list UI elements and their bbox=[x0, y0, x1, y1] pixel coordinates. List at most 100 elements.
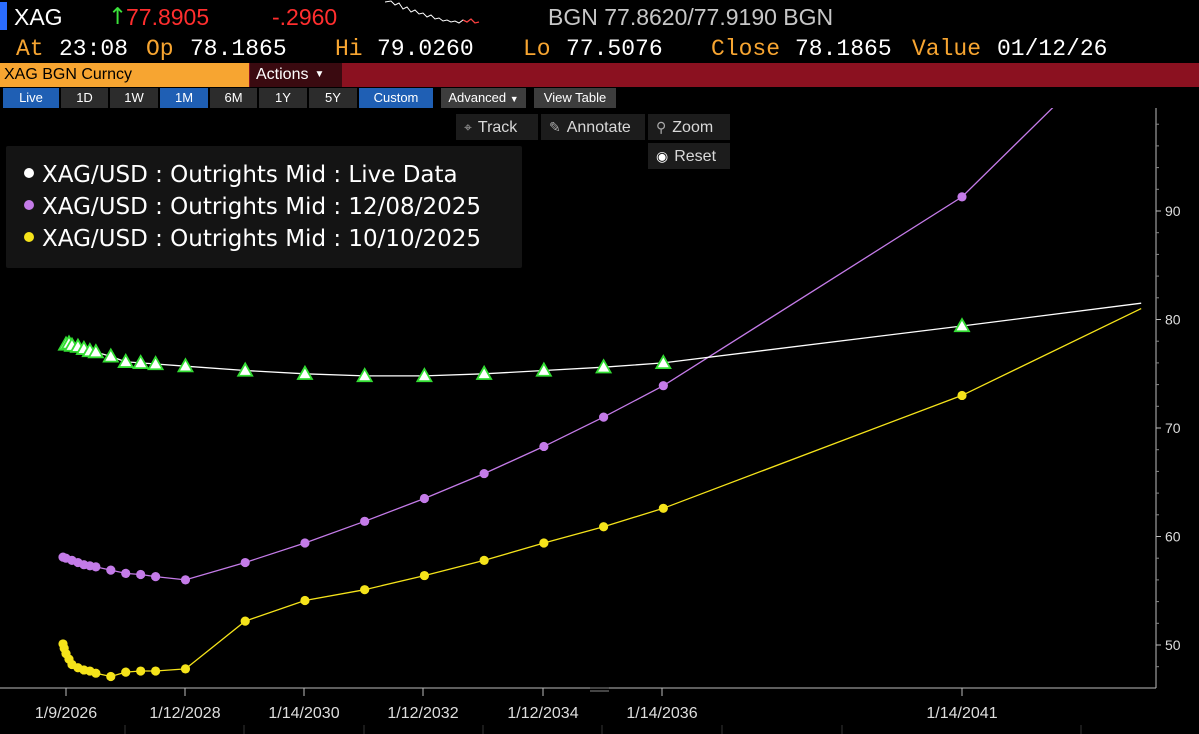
zoom-button[interactable]: ⚲ Zoom bbox=[648, 114, 730, 140]
range-live-button[interactable]: Live bbox=[3, 88, 59, 108]
data-point bbox=[957, 192, 967, 202]
data-point bbox=[180, 664, 191, 674]
quote-bar: XAG ↑ 77.8905 -.2960 BGN 77.8620/77.9190… bbox=[0, 0, 1199, 36]
data-point bbox=[419, 570, 429, 581]
low-value: 77.5076 bbox=[566, 36, 663, 62]
data-point bbox=[419, 493, 429, 504]
crosshair-icon: ⌖ bbox=[464, 119, 472, 135]
reset-icon: ◉ bbox=[656, 148, 669, 164]
data-point bbox=[240, 557, 250, 568]
data-point bbox=[240, 616, 250, 626]
data-point-triangle bbox=[475, 364, 493, 380]
legend-item-live[interactable]: XAG/USD : Outrights Mid : Live Data bbox=[24, 160, 458, 190]
data-point bbox=[360, 585, 370, 595]
series-group bbox=[57, 302, 1142, 383]
data-point bbox=[121, 667, 131, 677]
y-tick-label: 90 bbox=[1165, 203, 1181, 219]
annotate-button[interactable]: ✎ Annotate bbox=[541, 114, 645, 140]
range-5y-button[interactable]: 5Y bbox=[309, 88, 357, 108]
at-value: 23:08 bbox=[59, 36, 129, 62]
x-tick-label: 1/12/2032 bbox=[387, 705, 458, 722]
data-point bbox=[599, 412, 609, 422]
up-arrow-icon: ↑ bbox=[108, 4, 128, 30]
data-point bbox=[91, 562, 101, 572]
data-point-triangle bbox=[102, 347, 120, 363]
data-point bbox=[106, 671, 116, 682]
range-6m-button[interactable]: 6M bbox=[210, 88, 257, 108]
chart-legend: XAG/USD : Outrights Mid : Live Data XAG/… bbox=[6, 146, 522, 268]
chevron-down-icon: ▼ bbox=[314, 69, 325, 80]
data-point bbox=[539, 441, 549, 452]
command-bar: XAG BGN Curncy Actions ▼ bbox=[0, 63, 1199, 87]
magnifier-icon: ⚲ bbox=[656, 119, 667, 135]
range-1w-button[interactable]: 1W bbox=[110, 88, 158, 108]
data-point bbox=[479, 555, 489, 565]
data-point-triangle bbox=[953, 317, 971, 333]
data-point bbox=[957, 390, 967, 401]
data-point bbox=[151, 666, 161, 676]
track-button[interactable]: ⌖ Track bbox=[456, 114, 538, 140]
advanced-menu[interactable]: Advanced ▼ bbox=[441, 88, 526, 108]
chevron-down-icon: ▼ bbox=[509, 94, 519, 104]
last-price: 77.8905 bbox=[126, 4, 210, 30]
sparkline-icon bbox=[385, 0, 480, 24]
bid-ask-quote: BGN 77.8620/77.9190 BGN bbox=[548, 4, 834, 30]
security-field[interactable]: XAG BGN Curncy bbox=[0, 63, 249, 87]
x-tick-label: 1/9/2026 bbox=[35, 705, 97, 722]
legend-label: XAG/USD : Outrights Mid : Live Data bbox=[42, 162, 458, 188]
x-tick-label: 1/14/2036 bbox=[626, 705, 697, 722]
stats-row: At 23:08 Op 78.1865 Hi 79.0260 Lo 77.507… bbox=[0, 35, 1199, 63]
legend-dot-icon bbox=[24, 231, 34, 242]
data-point-triangle bbox=[117, 353, 135, 368]
data-point-triangle bbox=[296, 364, 314, 380]
open-label: Op bbox=[146, 36, 174, 62]
annotate-label: Annotate bbox=[566, 119, 631, 136]
data-point-triangle bbox=[87, 343, 105, 359]
data-point bbox=[121, 568, 131, 578]
actions-label: Actions bbox=[256, 66, 309, 84]
legend-dot-icon bbox=[24, 199, 34, 210]
range-1d-button[interactable]: 1D bbox=[61, 88, 108, 108]
x-tick-label: 1/14/2041 bbox=[926, 705, 997, 722]
ticker-symbol[interactable]: XAG bbox=[14, 4, 63, 30]
range-1y-button[interactable]: 1Y bbox=[259, 88, 307, 108]
data-point-triangle bbox=[356, 367, 374, 383]
at-label: At bbox=[16, 36, 44, 62]
value-label: Value bbox=[912, 36, 982, 62]
view-table-button[interactable]: View Table bbox=[534, 88, 616, 108]
x-axis-band bbox=[0, 689, 1199, 734]
pencil-icon: ✎ bbox=[549, 119, 561, 135]
legend-dot-icon bbox=[24, 167, 34, 178]
close-label: Close bbox=[711, 36, 781, 62]
reset-button[interactable]: ◉ Reset bbox=[648, 143, 730, 169]
legend-item-20251208[interactable]: XAG/USD : Outrights Mid : 12/08/2025 bbox=[24, 192, 481, 222]
price-change: -.2960 bbox=[272, 4, 338, 30]
y-tick-label: 60 bbox=[1165, 529, 1181, 545]
x-tick-label: 1/14/2030 bbox=[268, 705, 339, 722]
reset-label: Reset bbox=[674, 148, 717, 165]
data-point-triangle bbox=[654, 354, 672, 370]
legend-item-20251010[interactable]: XAG/USD : Outrights Mid : 10/10/2025 bbox=[24, 224, 481, 254]
data-point bbox=[106, 565, 116, 575]
data-point bbox=[300, 595, 310, 606]
data-point-triangle bbox=[147, 355, 165, 371]
actions-menu[interactable]: Actions ▼ bbox=[250, 63, 342, 87]
data-point-triangle bbox=[236, 361, 254, 377]
track-label: Track bbox=[477, 119, 518, 136]
data-point-triangle bbox=[132, 354, 150, 370]
data-point bbox=[360, 516, 370, 526]
data-point bbox=[658, 381, 668, 391]
range-1m-button[interactable]: 1M bbox=[160, 88, 208, 108]
data-point bbox=[539, 538, 549, 548]
data-point bbox=[91, 668, 101, 678]
data-point bbox=[136, 666, 146, 676]
value-date: 01/12/26 bbox=[997, 36, 1108, 62]
y-tick-label: 80 bbox=[1165, 312, 1181, 328]
series-group bbox=[58, 108, 1054, 585]
close-value: 78.1865 bbox=[795, 36, 892, 62]
range-custom-button[interactable]: Custom bbox=[359, 88, 433, 108]
y-tick-label: 50 bbox=[1165, 637, 1181, 653]
range-bar: Live 1D 1W 1M 6M 1Y 5Y Custom Advanced ▼… bbox=[0, 88, 1199, 108]
data-point-triangle bbox=[415, 367, 433, 383]
data-point bbox=[658, 503, 668, 513]
